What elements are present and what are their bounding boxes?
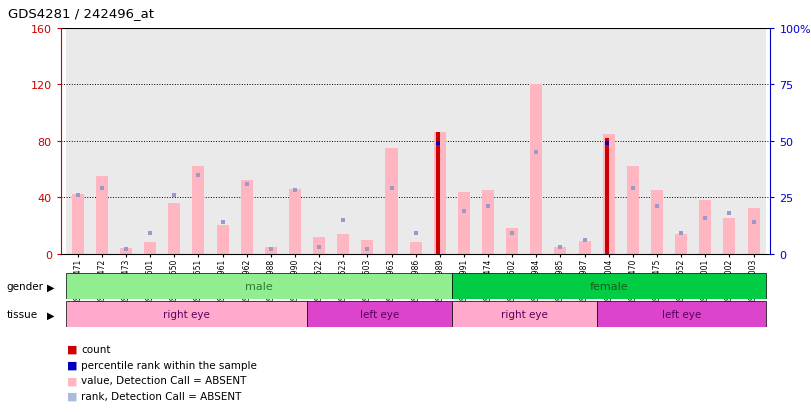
Bar xyxy=(578,241,590,254)
Text: right eye: right eye xyxy=(163,309,210,319)
Bar xyxy=(259,29,283,254)
Text: female: female xyxy=(590,282,628,292)
Bar xyxy=(404,29,427,254)
Bar xyxy=(168,203,180,254)
Text: left eye: left eye xyxy=(662,309,701,319)
Bar xyxy=(144,243,157,254)
Bar xyxy=(71,195,84,254)
Text: percentile rank within the sample: percentile rank within the sample xyxy=(81,360,257,370)
Bar xyxy=(548,29,573,254)
Bar xyxy=(500,29,524,254)
Bar xyxy=(337,234,350,254)
Text: ▶: ▶ xyxy=(47,310,54,320)
Bar xyxy=(741,29,766,254)
Text: gender: gender xyxy=(6,282,44,292)
Bar xyxy=(66,274,452,299)
Bar xyxy=(675,234,687,254)
Bar xyxy=(603,134,615,254)
Bar xyxy=(436,133,440,254)
Text: ■: ■ xyxy=(67,375,77,385)
Bar xyxy=(283,29,307,254)
Bar xyxy=(476,29,500,254)
Bar xyxy=(699,201,711,254)
Text: tissue: tissue xyxy=(6,310,37,320)
Bar xyxy=(597,29,620,254)
Text: count: count xyxy=(81,344,110,354)
Bar xyxy=(66,29,90,254)
Bar xyxy=(693,29,718,254)
Bar xyxy=(385,149,397,254)
Bar xyxy=(362,240,373,254)
Bar xyxy=(669,29,693,254)
Bar xyxy=(313,237,325,254)
Bar xyxy=(96,177,108,254)
Bar xyxy=(120,248,132,254)
Bar xyxy=(217,226,229,254)
Bar xyxy=(452,29,476,254)
Text: ■: ■ xyxy=(67,360,77,370)
Bar xyxy=(307,29,331,254)
Bar xyxy=(162,29,187,254)
Bar xyxy=(573,29,597,254)
Bar xyxy=(723,219,736,254)
Bar xyxy=(187,29,211,254)
Bar xyxy=(555,247,567,254)
Bar xyxy=(452,274,766,299)
Bar xyxy=(241,181,253,254)
Bar xyxy=(289,189,301,254)
Bar xyxy=(627,167,639,254)
Bar xyxy=(458,192,470,254)
Text: ■: ■ xyxy=(67,391,77,401)
Bar xyxy=(331,29,355,254)
Text: ■: ■ xyxy=(67,344,77,354)
Text: value, Detection Call = ABSENT: value, Detection Call = ABSENT xyxy=(81,375,247,385)
Bar xyxy=(138,29,162,254)
Bar xyxy=(506,229,518,254)
Text: ▶: ▶ xyxy=(47,282,54,292)
Bar xyxy=(192,167,204,254)
Bar xyxy=(434,133,446,254)
Bar xyxy=(620,29,645,254)
Bar xyxy=(452,301,597,327)
Bar xyxy=(482,191,494,254)
Bar xyxy=(90,29,114,254)
Text: left eye: left eye xyxy=(360,309,399,319)
Text: rank, Detection Call = ABSENT: rank, Detection Call = ABSENT xyxy=(81,391,242,401)
Bar xyxy=(307,301,452,327)
Bar xyxy=(211,29,234,254)
Bar xyxy=(645,29,669,254)
Bar xyxy=(748,209,760,254)
Bar xyxy=(718,29,741,254)
Bar xyxy=(524,29,548,254)
Text: right eye: right eye xyxy=(501,309,547,319)
Bar xyxy=(530,85,543,254)
Text: GDS4281 / 242496_at: GDS4281 / 242496_at xyxy=(7,7,153,20)
Bar xyxy=(114,29,138,254)
Bar xyxy=(380,29,404,254)
Bar xyxy=(234,29,259,254)
Bar xyxy=(355,29,380,254)
Bar xyxy=(264,247,277,254)
Bar xyxy=(66,301,307,327)
Bar xyxy=(605,139,608,254)
Bar xyxy=(651,191,663,254)
Bar xyxy=(410,243,422,254)
Text: male: male xyxy=(245,282,272,292)
Bar xyxy=(427,29,452,254)
Bar xyxy=(597,301,766,327)
